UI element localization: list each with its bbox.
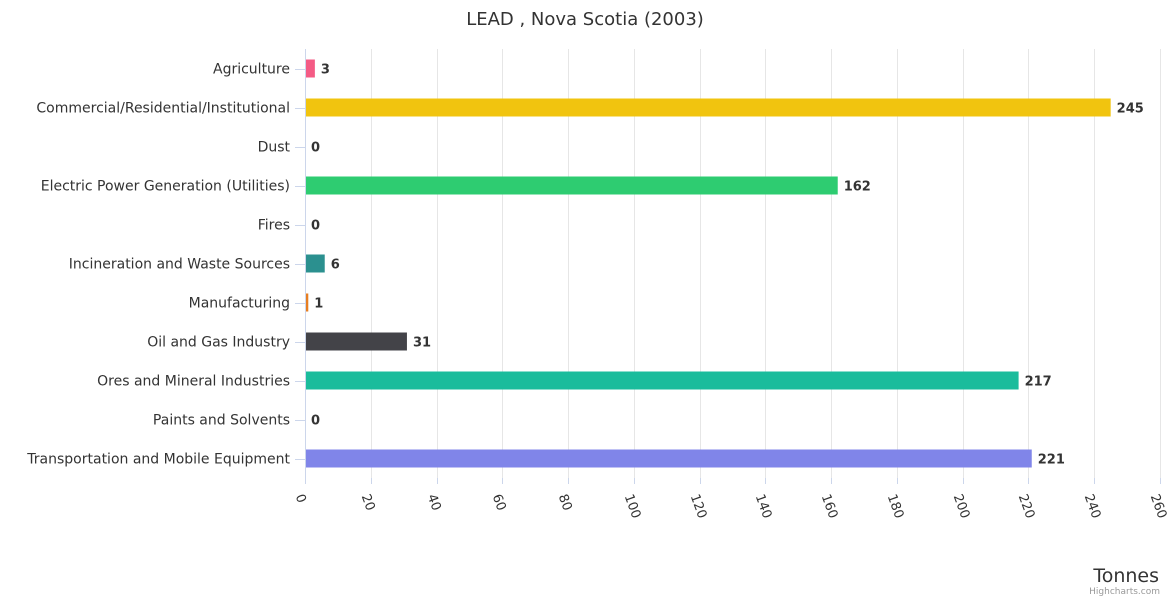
category-label: Paints and Solvents [153,413,290,429]
bar[interactable] [306,293,309,312]
gridlines [371,49,1161,478]
data-label: 1 [314,297,323,312]
bars [306,59,1111,468]
category-label: Fires [258,218,290,234]
x-tick-label: 120 [687,492,710,520]
x-tick-label: 40 [424,492,444,513]
category-label: Manufacturing [189,296,290,312]
category-label: Incineration and Waste Sources [69,257,290,273]
category-label: Commercial/Residential/Institutional [36,101,290,117]
x-tick-label: 100 [621,492,644,520]
x-tick-label: 0 [292,492,309,505]
x-tick-label: 140 [752,492,775,520]
x-tick-label: 60 [489,492,509,513]
data-label: 245 [1117,102,1144,117]
x-tick-label: 20 [358,492,378,513]
category-label: Dust [258,140,291,156]
data-label: 0 [311,141,320,156]
axes [295,49,1161,484]
data-label: 221 [1038,453,1065,468]
bar[interactable] [306,59,315,78]
bar[interactable] [306,176,838,195]
data-label: 0 [311,414,320,429]
x-tick-label: 240 [1081,492,1104,520]
data-label: 162 [844,180,871,195]
chart-title: LEAD , Nova Scotia (2003) [466,9,704,30]
data-label: 217 [1025,375,1052,390]
x-tick-label: 80 [555,492,575,513]
x-tick-label: 160 [818,492,841,520]
data-label: 6 [331,258,340,273]
data-label: 0 [311,219,320,234]
category-label: Oil and Gas Industry [147,335,290,351]
category-label: Ores and Mineral Industries [97,374,290,390]
credits-link[interactable]: Highcharts.com [1089,587,1160,597]
data-label: 31 [413,336,431,351]
bar[interactable] [306,332,407,351]
value-axis-title: Tonnes [1092,565,1159,587]
x-tick-label: 220 [1015,492,1038,520]
category-label: Electric Power Generation (Utilities) [41,179,290,195]
data-label: 3 [321,63,330,78]
x-tick-label: 260 [1147,492,1170,520]
bar[interactable] [306,449,1032,468]
category-label: Agriculture [213,62,290,78]
category-label: Transportation and Mobile Equipment [26,452,290,468]
bar[interactable] [306,98,1111,117]
bar[interactable] [306,371,1019,390]
x-tick-label: 200 [950,492,973,520]
x-tick-label: 180 [884,492,907,520]
bar[interactable] [306,254,325,273]
